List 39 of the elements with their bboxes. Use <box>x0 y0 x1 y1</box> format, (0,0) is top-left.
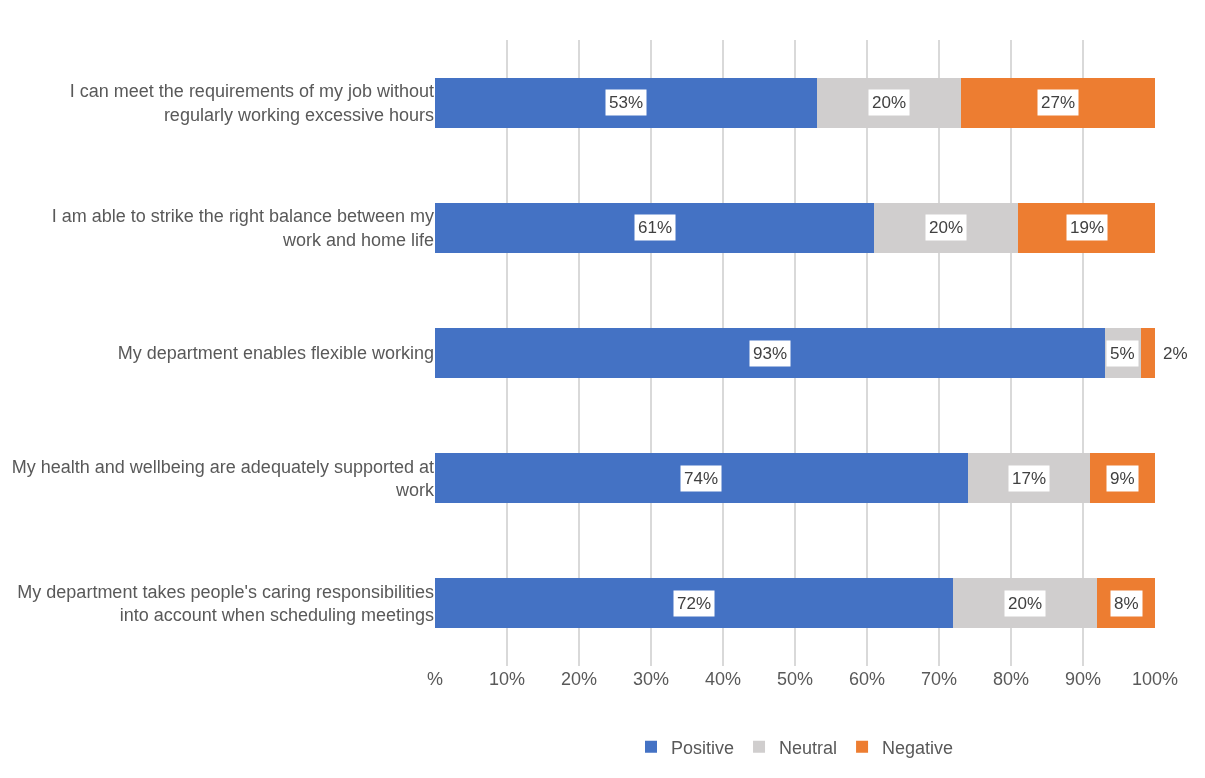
x-tick-label: 100% <box>1131 669 1179 689</box>
bar <box>435 578 954 629</box>
data-label: 74% <box>684 469 719 488</box>
data-label: 20% <box>872 93 907 112</box>
x-tick-label: 20% <box>560 669 598 689</box>
legend-label: Negative <box>882 737 954 758</box>
data-label: 61% <box>638 218 673 237</box>
x-tick-label: 80% <box>992 669 1030 689</box>
bar <box>435 77 817 128</box>
x-tick-label: 50% <box>776 669 814 689</box>
data-label: 72% <box>677 594 712 613</box>
x-tick-label: 60% <box>848 669 886 689</box>
x-tick-label: 30% <box>632 669 670 689</box>
legend-label: Positive <box>671 737 735 758</box>
data-label: 20% <box>929 218 964 237</box>
data-label: 19% <box>1070 218 1105 237</box>
x-tick-label: 40% <box>704 669 742 689</box>
y-tick-label: I can meet the requirements of my job without regularly working excessive hours <box>69 81 434 125</box>
data-label: 8% <box>1114 594 1139 613</box>
y-tick-label: My department enables flexible working <box>117 343 434 364</box>
y-tick-label: I am able to strike the right balance between my work and home life <box>51 206 434 250</box>
x-tick-label: % <box>426 669 444 689</box>
y-tick-label: My health and wellbeing are adequately supported at work <box>11 456 435 501</box>
data-label: 93% <box>753 344 788 363</box>
data-label: 5% <box>1110 344 1135 363</box>
x-tick-label: 90% <box>1064 669 1102 689</box>
data-label: 27% <box>1041 93 1076 112</box>
data-label: 9% <box>1110 469 1135 488</box>
data-label: 2% <box>1163 344 1188 363</box>
y-tick-label: My department takes people's caring responsibilities into account when scheduling meetings <box>17 582 434 626</box>
data-label: 20% <box>1008 594 1043 613</box>
bar <box>960 77 1155 128</box>
bar <box>435 453 968 504</box>
legend-label: Neutral <box>779 737 838 758</box>
x-tick-label: 10% <box>488 669 526 689</box>
data-label: 17% <box>1012 469 1047 488</box>
data-label: 53% <box>609 93 644 112</box>
bar <box>435 202 875 253</box>
x-tick-label: 70% <box>920 669 958 689</box>
